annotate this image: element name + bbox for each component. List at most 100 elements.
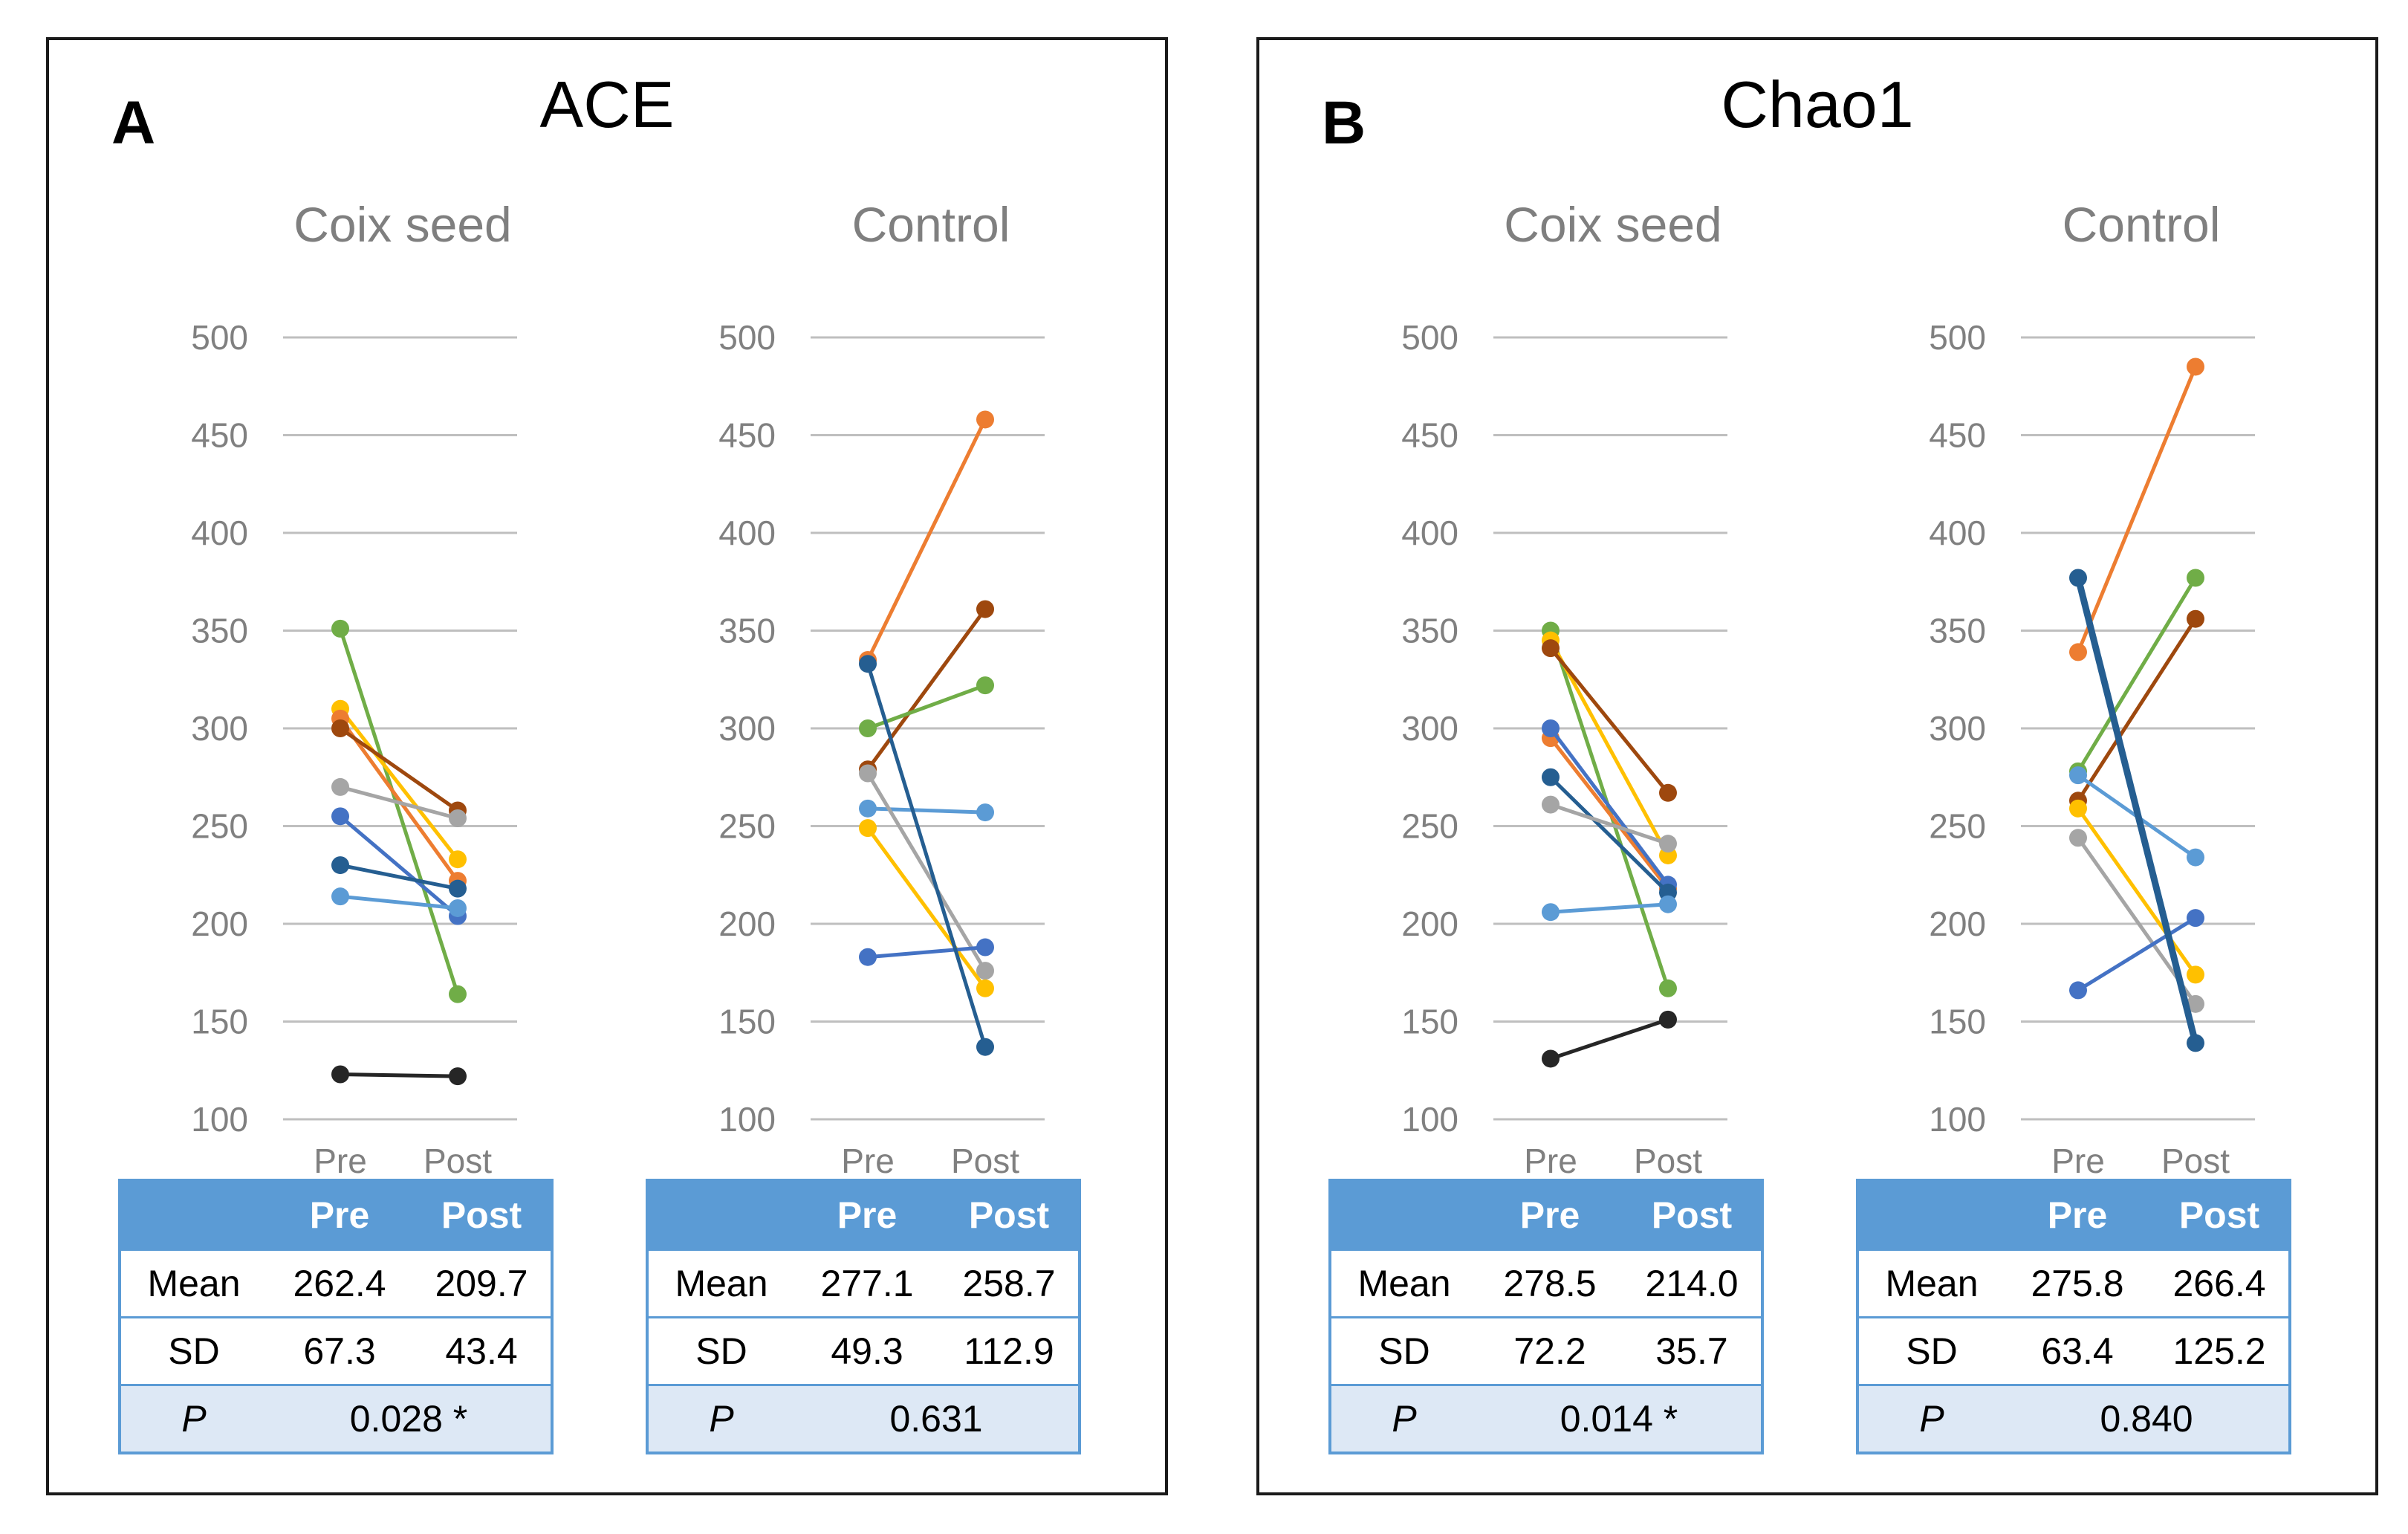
data-point bbox=[1542, 795, 1560, 814]
data-point bbox=[1659, 895, 1677, 913]
series-line bbox=[1550, 902, 1669, 914]
series-line bbox=[1550, 803, 1669, 846]
series-line bbox=[1549, 737, 1669, 890]
data-point bbox=[2187, 909, 2204, 928]
series-line bbox=[867, 683, 986, 731]
data-point bbox=[2069, 766, 2087, 785]
data-point bbox=[976, 979, 994, 997]
y-tick-label: 500 bbox=[1929, 318, 1986, 357]
row-label: Mean bbox=[1330, 1249, 1477, 1318]
data-point bbox=[976, 410, 994, 429]
table-cell: 67.3 bbox=[267, 1316, 412, 1385]
series-line bbox=[2076, 577, 2198, 773]
header-cell bbox=[1857, 1180, 2005, 1250]
table-cell: 214.0 bbox=[1623, 1249, 1762, 1318]
stats-table: Pre Post Mean 262.4 209.7 SD 67.3 43.4 P… bbox=[118, 1179, 554, 1454]
series-line bbox=[338, 717, 460, 882]
y-tick-label: 250 bbox=[191, 807, 248, 846]
table-cell: 43.4 bbox=[412, 1316, 552, 1385]
x-tick-label: Pre bbox=[2051, 1142, 2105, 1180]
series-line bbox=[1549, 727, 1669, 886]
series-line bbox=[340, 863, 458, 891]
data-point bbox=[1659, 979, 1677, 997]
table-cell: 0.028 * bbox=[267, 1384, 552, 1453]
data-point bbox=[859, 819, 877, 838]
y-tick-label: 100 bbox=[191, 1100, 248, 1139]
stats-table: Pre Post Mean 278.5 214.0 SD 72.2 35.7 P… bbox=[1328, 1179, 1764, 1454]
data-point bbox=[2187, 965, 2204, 984]
table-cell: 35.7 bbox=[1623, 1316, 1762, 1385]
y-tick-label: 300 bbox=[1929, 709, 1986, 748]
row-label: SD bbox=[647, 1316, 794, 1385]
y-tick-label: 150 bbox=[1929, 1003, 1986, 1041]
table-cell: 0.014 * bbox=[1477, 1384, 1762, 1453]
y-tick-label: 350 bbox=[1929, 612, 1986, 650]
data-point bbox=[1659, 835, 1677, 853]
series-line bbox=[338, 628, 460, 995]
table-cell: 0.631 bbox=[794, 1384, 1080, 1453]
data-point bbox=[2069, 569, 2087, 587]
line-chart-chao1-coix: 100 150 200 250 300 350 400 450 500 Pre Post bbox=[1401, 318, 1727, 1180]
y-tick-label: 200 bbox=[191, 904, 248, 943]
table-row: SD 67.3 43.4 bbox=[120, 1316, 552, 1385]
data-point bbox=[2069, 981, 2087, 1000]
series-line bbox=[1549, 775, 1669, 894]
x-tick-label: Post bbox=[423, 1142, 492, 1180]
y-tick-label: 400 bbox=[1401, 514, 1458, 552]
data-point bbox=[1542, 1049, 1560, 1068]
data-point bbox=[449, 985, 467, 1003]
data-point bbox=[976, 962, 994, 980]
x-tick-label: Pre bbox=[841, 1142, 895, 1180]
y-tick-label: 100 bbox=[1401, 1100, 1458, 1139]
series-line bbox=[340, 1072, 458, 1078]
line-chart-ace-coix: 100 150 200 250 300 350 400 450 500 Pre Post bbox=[191, 318, 517, 1180]
subplot-title: Control bbox=[2062, 197, 2221, 252]
y-tick-label: 250 bbox=[1929, 807, 1986, 846]
data-point bbox=[449, 879, 467, 898]
line-chart-chao1-control: 100 150 200 250 300 350 400 450 500 Pre Post bbox=[1929, 318, 2255, 1180]
header-cell bbox=[647, 1180, 794, 1250]
data-point bbox=[859, 719, 877, 737]
data-point bbox=[2069, 829, 2087, 847]
header-cell: Pre bbox=[794, 1180, 940, 1250]
data-point bbox=[976, 600, 994, 618]
y-tick-label: 100 bbox=[1929, 1100, 1986, 1139]
header-cell: Pre bbox=[2005, 1180, 2150, 1250]
panel-title: Chao1 bbox=[1721, 68, 1914, 141]
data-point bbox=[2187, 1034, 2204, 1052]
y-tick-label: 350 bbox=[191, 612, 248, 650]
y-tick-label: 350 bbox=[1401, 612, 1458, 650]
row-label: P bbox=[1330, 1384, 1477, 1453]
table-cell: 275.8 bbox=[2005, 1249, 2150, 1318]
row-label: Mean bbox=[120, 1249, 267, 1318]
data-point bbox=[2187, 609, 2204, 628]
panel-a: A ACE Coix seed 100 150 200 250 300 350 400 450… bbox=[46, 37, 1168, 1495]
y-tick-label: 200 bbox=[718, 904, 776, 943]
x-tick-label: Pre bbox=[1524, 1142, 1577, 1180]
data-point bbox=[331, 887, 349, 906]
row-label: P bbox=[1857, 1384, 2005, 1453]
data-point bbox=[449, 1067, 467, 1086]
row-label: P bbox=[120, 1384, 267, 1453]
table-cell: 49.3 bbox=[794, 1316, 940, 1385]
series-line bbox=[1550, 1017, 1669, 1061]
y-tick-label: 500 bbox=[191, 318, 248, 357]
row-label: SD bbox=[1857, 1316, 2005, 1385]
y-tick-label: 300 bbox=[191, 709, 248, 748]
header-cell bbox=[1330, 1180, 1477, 1250]
table-cell: 112.9 bbox=[940, 1316, 1080, 1385]
table-cell: 209.7 bbox=[412, 1249, 552, 1318]
y-tick-label: 250 bbox=[718, 807, 776, 846]
y-tick-label: 300 bbox=[1401, 709, 1458, 748]
y-tick-label: 150 bbox=[191, 1003, 248, 1041]
row-label: Mean bbox=[647, 1249, 794, 1318]
y-tick-label: 450 bbox=[718, 416, 776, 455]
data-point bbox=[859, 948, 877, 966]
table-row: P 0.631 bbox=[647, 1384, 1080, 1453]
series-line bbox=[866, 418, 987, 661]
table-header-row: Pre Post bbox=[647, 1180, 1080, 1250]
subplot-title: Coix seed bbox=[1504, 197, 1722, 252]
data-point bbox=[449, 809, 467, 827]
series-line bbox=[340, 785, 458, 821]
table-cell: 262.4 bbox=[267, 1249, 412, 1318]
